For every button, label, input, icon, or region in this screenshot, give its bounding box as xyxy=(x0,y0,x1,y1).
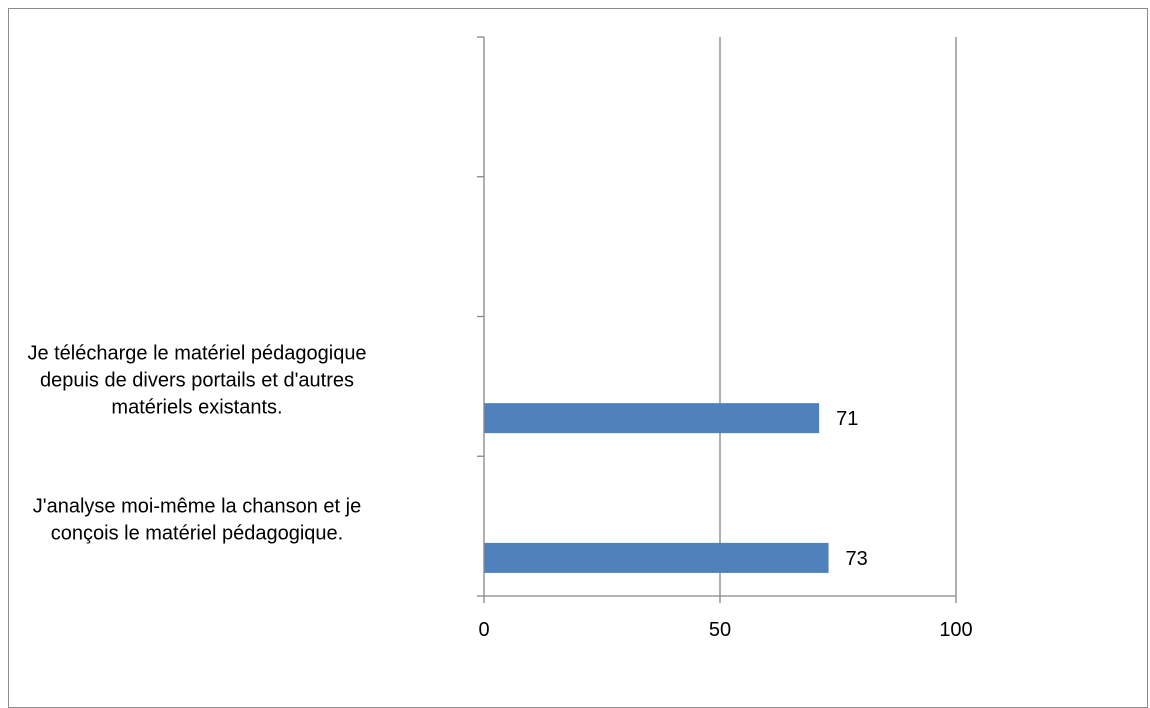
category-label-1: Je télécharge le matériel pédagogique dep… xyxy=(27,342,366,418)
x-tick-label-0: 0 xyxy=(478,619,489,641)
x-tick-label-100: 100 xyxy=(939,619,972,641)
bar-2 xyxy=(484,542,829,573)
category-label-2: J'analyse moi-même la chanson et je conço… xyxy=(33,496,361,545)
data-label-1: 71 xyxy=(836,408,858,430)
bar-chart: 71 Je télécharge le matériel pédagogique d… xyxy=(27,36,973,641)
x-tick-label-50: 50 xyxy=(709,619,731,641)
chart-frame xyxy=(8,8,1148,708)
bar-1 xyxy=(484,403,820,434)
data-label-2: 73 xyxy=(846,548,868,570)
